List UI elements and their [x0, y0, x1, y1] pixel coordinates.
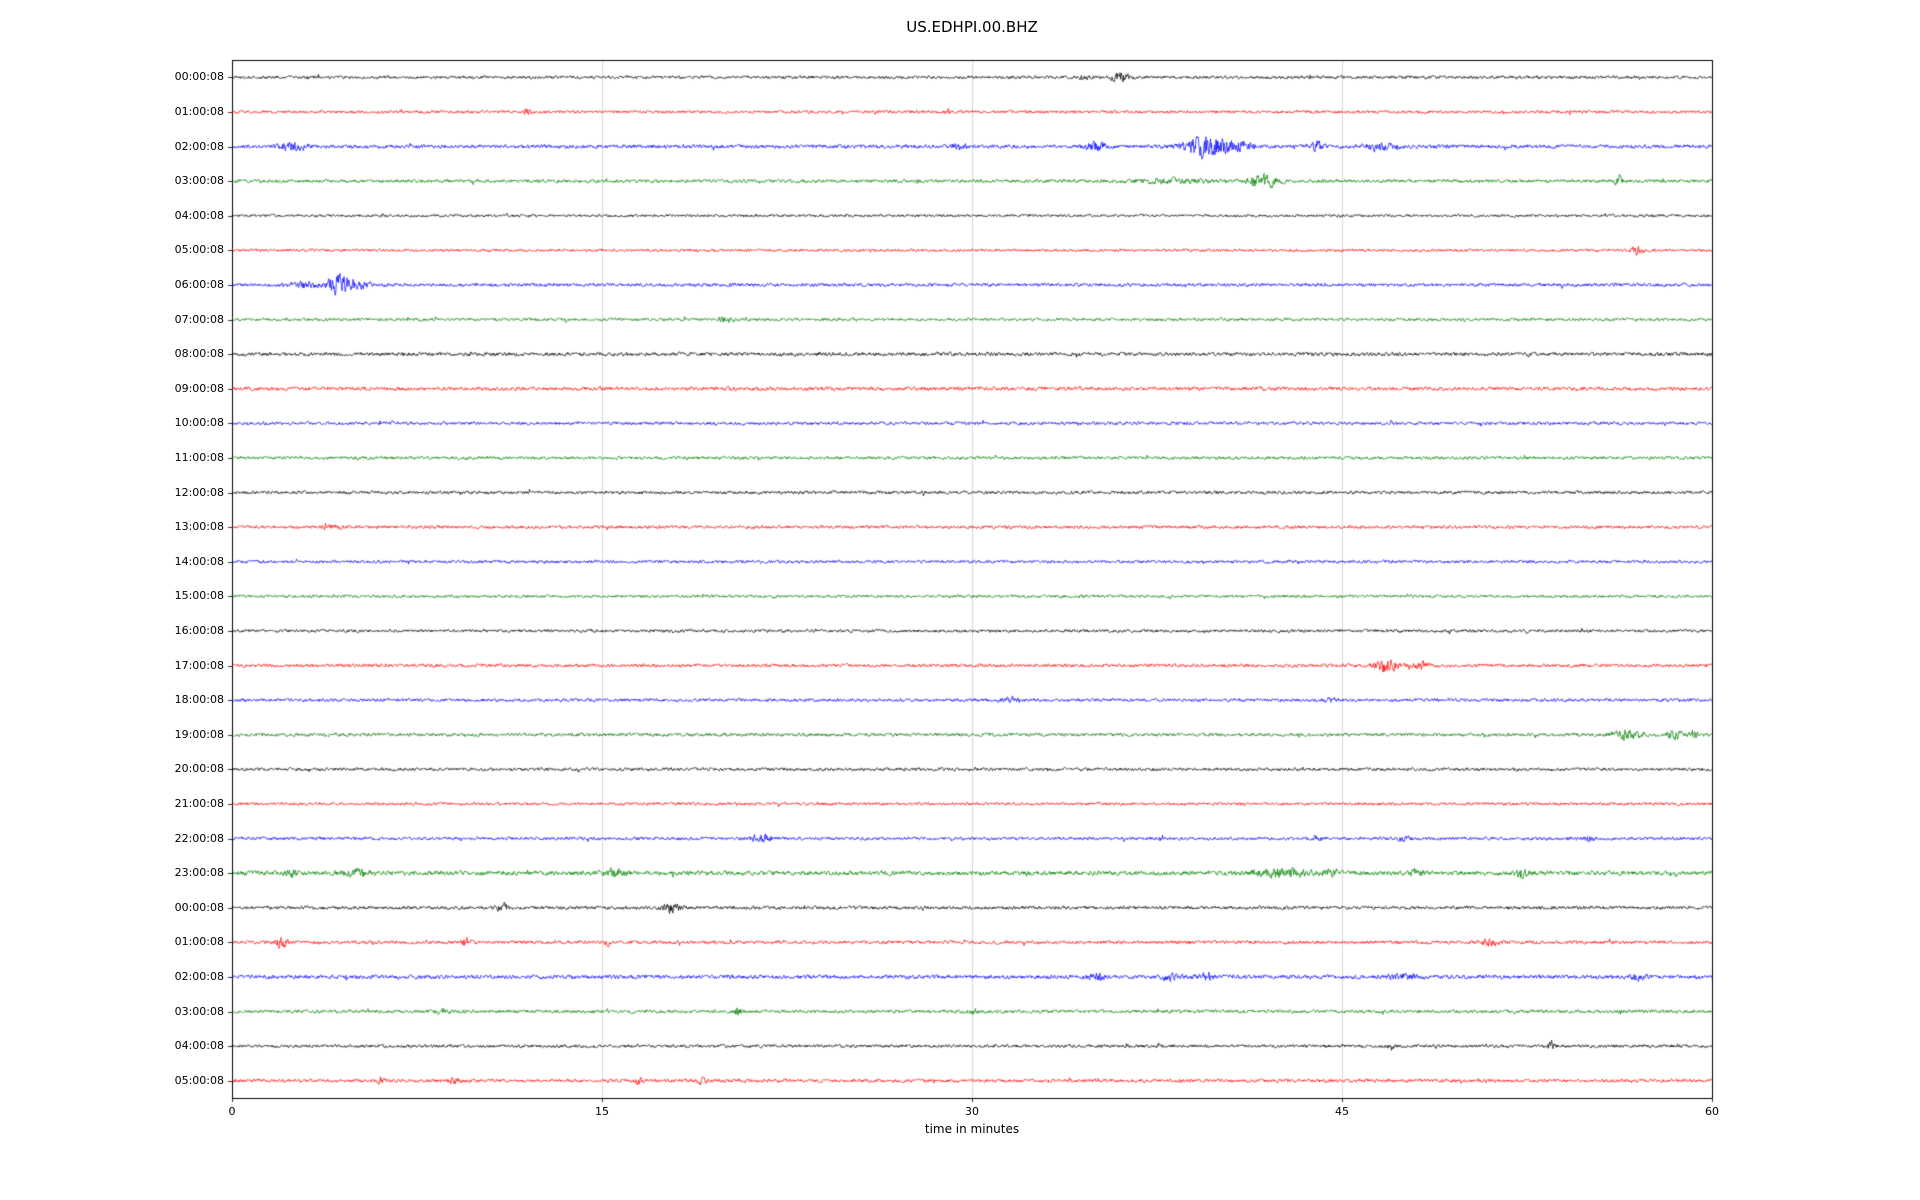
- row-label: 09:00:08: [174, 381, 224, 395]
- row-label: 07:00:08: [174, 312, 224, 326]
- row-label: 04:00:08: [174, 208, 224, 222]
- x-tick-label: 0: [228, 1105, 236, 1118]
- row-label: 16:00:08: [174, 623, 224, 637]
- x-tick-label: 45: [1335, 1105, 1349, 1118]
- row-label: 03:00:08: [174, 1004, 224, 1018]
- row-label: 02:00:08: [174, 969, 224, 983]
- row-label: 00:00:08: [174, 900, 224, 914]
- row-label: 22:00:08: [174, 831, 224, 845]
- figure-title: US.EDHPI.00.BHZ: [906, 18, 1038, 36]
- row-label: 01:00:08: [174, 935, 224, 949]
- row-label: 03:00:08: [174, 174, 224, 188]
- row-label: 06:00:08: [174, 277, 224, 291]
- x-axis-label: time in minutes: [924, 1122, 1020, 1136]
- row-label: 02:00:08: [174, 139, 224, 153]
- row-label: 15:00:08: [174, 589, 224, 603]
- x-tick-label: 15: [595, 1105, 609, 1118]
- row-label: 12:00:08: [174, 485, 224, 499]
- row-label: 18:00:08: [174, 693, 224, 707]
- row-label: 13:00:08: [174, 520, 224, 534]
- row-label: 23:00:08: [174, 866, 224, 880]
- row-label: 00:00:08: [174, 70, 224, 84]
- row-label: 10:00:08: [174, 416, 224, 430]
- row-label: 11:00:08: [174, 450, 224, 464]
- row-label: 20:00:08: [174, 762, 224, 776]
- x-tick-label: 60: [1705, 1105, 1719, 1118]
- row-label: 04:00:08: [174, 1039, 224, 1053]
- row-label: 05:00:08: [174, 1073, 224, 1087]
- x-tick-label: 30: [965, 1105, 979, 1118]
- row-label: 05:00:08: [174, 243, 224, 257]
- row-label: 01:00:08: [174, 104, 224, 118]
- row-label: 19:00:08: [174, 727, 224, 741]
- row-label: 17:00:08: [174, 658, 224, 672]
- row-label: 08:00:08: [174, 347, 224, 361]
- row-label: 14:00:08: [174, 554, 224, 568]
- row-label: 21:00:08: [174, 796, 224, 810]
